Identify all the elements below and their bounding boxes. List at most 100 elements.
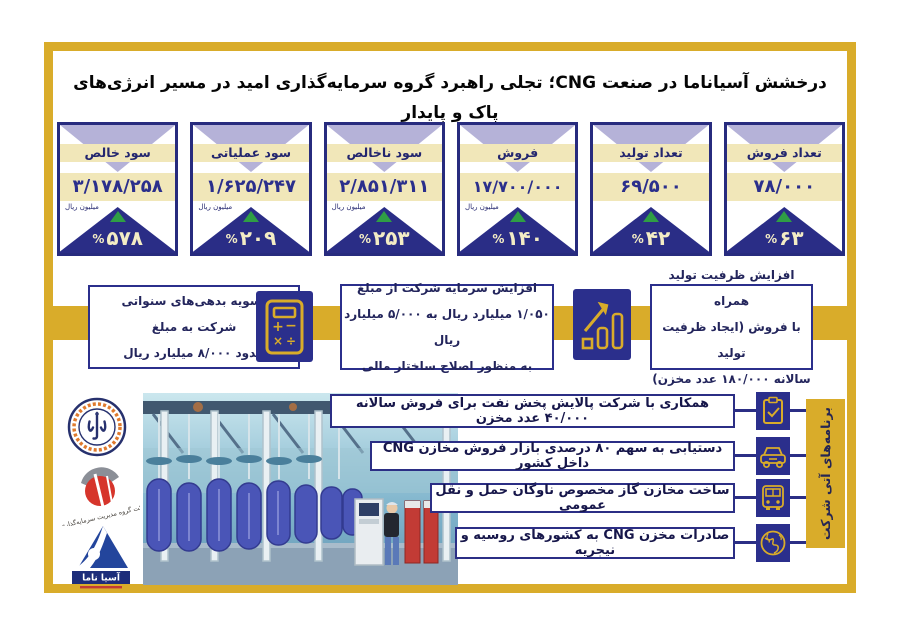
highlight-line: سالانه ۱۸۰/۰۰۰ عدد مخزن) — [652, 372, 811, 386]
connector-line — [735, 454, 756, 457]
stat-growth: % ۵۷۸ — [60, 226, 175, 250]
percent-sign: % — [225, 232, 238, 246]
asianama-label: آسیا ناما — [82, 572, 121, 584]
bank-sepah-logo — [66, 396, 128, 462]
svg-text:+: + — [272, 319, 284, 335]
highlight-line: ۱/۰۵۰ میلیارد ریال به ۵/۰۰۰ میلیارد ریال — [344, 307, 550, 347]
stat-value: ۱/۶۲۵/۲۴۷ — [193, 173, 309, 201]
connector-line — [790, 409, 806, 412]
percent-sign: % — [358, 232, 372, 246]
connector-line — [735, 541, 756, 544]
plan-row-oil-company: همکاری با شرکت پالایش پخش نفت برای فروش … — [330, 394, 735, 428]
future-plans-tab-label: برنامه‌های آتی شرکت — [818, 407, 833, 540]
stat-label: سود ناخالص — [326, 144, 442, 162]
connector-line — [790, 541, 806, 544]
growth-chart-icon — [573, 289, 631, 360]
stat-unit: میلیون ریال — [464, 203, 499, 211]
up-arrow-icon — [376, 211, 393, 222]
car-glyph — [760, 447, 786, 468]
up-arrow-icon — [509, 211, 526, 222]
percent-sign: % — [765, 232, 778, 246]
svg-text:×: × — [273, 334, 283, 348]
bus-icon — [756, 479, 790, 517]
bus-glyph — [762, 485, 784, 510]
up-arrow-icon — [109, 211, 126, 222]
car-icon — [756, 437, 790, 475]
stat-label: سود عملیاتی — [193, 144, 309, 162]
stat-growth: % ۴۲ — [593, 226, 708, 250]
clipboard-check-glyph — [763, 396, 783, 424]
clipboard-check-icon — [756, 392, 790, 430]
growth-value: ۴۲ — [645, 226, 671, 250]
growth-value: ۶۳ — [779, 226, 804, 250]
connector-line — [735, 409, 756, 412]
plan-text: همکاری با شرکت پالایش پخش نفت برای فروش … — [355, 396, 710, 426]
growth-value: ۵۷۸ — [106, 226, 143, 250]
svg-text:÷: ÷ — [286, 334, 296, 348]
connector-line — [790, 496, 806, 499]
stat-card-sales: فروش ۱۷/۷۰۰/۰۰۰ میلیون ریال % ۱۴۰ — [456, 122, 579, 256]
stat-growth: % ۶۳ — [727, 226, 842, 250]
stat-unit: میلیون ریال — [331, 203, 366, 211]
plan-row-exports: صادرات مخزن CNG به کشورهای روسیه و نیجری… — [455, 527, 735, 559]
stat-value: ۶۹/۵۰۰ — [593, 173, 709, 201]
connector-line — [790, 454, 806, 457]
highlight-line: افزایش سرمایه شرکت از مبلغ — [356, 281, 538, 295]
asianama-logo: آسیا ناما — [70, 524, 132, 596]
stat-label: فروش — [459, 144, 576, 162]
outer-frame — [44, 42, 856, 593]
highlight-line: شرکت به مبلغ — [151, 320, 237, 334]
calculator-glyph: + − × ÷ — [265, 299, 304, 354]
stat-label: تعداد تولید — [593, 144, 709, 162]
globe-icon — [756, 524, 790, 562]
up-arrow-icon — [776, 211, 793, 222]
highlight-box-capacity: افزایش ظرفیت تولید همراه با فروش (ایجاد … — [650, 268, 813, 386]
highlight-line: افزایش ظرفیت تولید همراه — [668, 268, 795, 308]
stat-value: ۱۷/۷۰۰/۰۰۰ — [459, 173, 576, 201]
plan-text: ساخت مخازن گاز مخصوص ناوگان حمل و نقل عم… — [435, 483, 730, 513]
growth-value: ۲۰۹ — [239, 226, 277, 250]
asianama-logo-glyph: آسیا ناما — [72, 526, 130, 589]
stat-card-net-profit: سود خالص ۳/۱۷۸/۲۵۸ میلیون ریال % ۵۷۸ — [57, 122, 179, 256]
stat-unit: میلیون ریال — [198, 203, 233, 211]
stat-growth: % ۲۵۳ — [327, 226, 442, 250]
percent-sign: % — [492, 232, 505, 246]
stat-card-operating-profit: سود عملیاتی ۱/۶۲۵/۲۴۷ میلیون ریال % ۲۰۹ — [190, 122, 312, 256]
stat-value: ۲/۸۵۱/۳۱۱ — [326, 173, 442, 201]
stat-value: ۷۸/۰۰۰ — [726, 173, 842, 201]
up-arrow-icon — [642, 211, 659, 222]
stat-label: سود خالص — [60, 144, 176, 162]
page-title: درخشش آسیاناما در صنعت CNG؛ تجلی راهبرد … — [73, 73, 827, 123]
omid-investment-logo: شرکت گروه مدیریت سرمایه‌گذاری امید — [47, 460, 152, 533]
omid-logo-glyph: شرکت گروه مدیریت سرمایه‌گذاری امید — [47, 467, 152, 533]
growth-chart-glyph — [581, 301, 624, 349]
stat-growth: % ۲۰۹ — [193, 226, 308, 250]
stat-card-sales-count: تعداد فروش ۷۸/۰۰۰ % ۶۳ — [723, 122, 845, 256]
stat-unit: میلیون ریال — [65, 203, 99, 211]
connector-line — [735, 496, 756, 499]
plan-row-public-transport: ساخت مخازن گاز مخصوص ناوگان حمل و نقل عم… — [430, 483, 735, 513]
stat-label: تعداد فروش — [726, 144, 842, 162]
plan-text: دستیابی به سهم ۸۰ درصدی بازار فروش مخازن… — [382, 441, 723, 471]
factory-photo — [143, 393, 458, 585]
up-arrow-icon — [242, 211, 259, 222]
stat-card-gross-profit: سود ناخالص ۲/۸۵۱/۳۱۱ میلیون ریال % ۲۵۳ — [323, 122, 445, 256]
plan-row-market-share: دستیابی به سهم ۸۰ درصدی بازار فروش مخازن… — [370, 441, 735, 471]
future-plans-tab: برنامه‌های آتی شرکت — [806, 399, 845, 548]
highlight-line: به منظور اصلاح ساختار مالی — [361, 359, 533, 373]
stat-card-production-count: تعداد تولید ۶۹/۵۰۰ % ۴۲ — [590, 122, 712, 256]
highlight-box-capital: افزایش سرمایه شرکت از مبلغ ۱/۰۵۰ میلیارد… — [340, 281, 554, 373]
plan-text: صادرات مخزن CNG به کشورهای روسیه و نیجری… — [460, 528, 730, 558]
stat-value: ۳/۱۷۸/۲۵۸ — [60, 173, 176, 201]
globe-glyph — [760, 530, 786, 556]
svg-text:−: − — [285, 318, 297, 334]
highlight-line: با فروش (ایجاد ظرفیت تولید — [662, 320, 801, 360]
percent-sign: % — [631, 232, 644, 246]
percent-sign: % — [92, 232, 105, 246]
calculator-icon: + − × ÷ — [256, 291, 313, 362]
stats-row: سود خالص ۳/۱۷۸/۲۵۸ میلیون ریال % ۵۷۸ سود … — [57, 122, 845, 256]
growth-value: ۲۵۳ — [373, 226, 410, 250]
highlight-line: تسویه بدهی‌های سنواتی — [121, 294, 267, 308]
stat-growth: % ۱۴۰ — [460, 226, 575, 250]
